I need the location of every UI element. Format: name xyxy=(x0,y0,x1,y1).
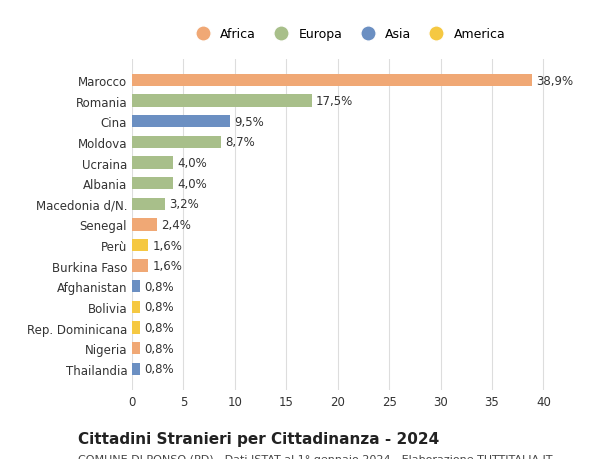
Text: 3,2%: 3,2% xyxy=(169,198,199,211)
Bar xyxy=(132,178,173,190)
Text: 1,6%: 1,6% xyxy=(152,260,182,273)
Bar xyxy=(132,136,221,149)
Bar xyxy=(132,301,140,313)
Text: 17,5%: 17,5% xyxy=(316,95,353,108)
Text: 4,0%: 4,0% xyxy=(177,157,207,170)
Text: Cittadini Stranieri per Cittadinanza - 2024: Cittadini Stranieri per Cittadinanza - 2… xyxy=(78,431,439,447)
Text: 0,8%: 0,8% xyxy=(145,321,174,334)
Bar xyxy=(132,322,140,334)
Bar xyxy=(132,116,230,128)
Bar xyxy=(132,219,157,231)
Text: 9,5%: 9,5% xyxy=(234,116,263,129)
Bar xyxy=(132,95,312,107)
Text: 0,8%: 0,8% xyxy=(145,363,174,375)
Text: 0,8%: 0,8% xyxy=(145,280,174,293)
Bar xyxy=(132,239,148,252)
Text: 0,8%: 0,8% xyxy=(145,342,174,355)
Text: 8,7%: 8,7% xyxy=(226,136,256,149)
Bar xyxy=(132,280,140,293)
Legend: Africa, Europa, Asia, America: Africa, Europa, Asia, America xyxy=(185,23,511,46)
Text: 38,9%: 38,9% xyxy=(536,74,574,87)
Text: COMUNE DI PONSO (PD) - Dati ISTAT al 1° gennaio 2024 - Elaborazione TUTTITALIA.I: COMUNE DI PONSO (PD) - Dati ISTAT al 1° … xyxy=(78,454,553,459)
Text: 4,0%: 4,0% xyxy=(177,177,207,190)
Text: 0,8%: 0,8% xyxy=(145,301,174,313)
Bar xyxy=(132,260,148,272)
Text: 1,6%: 1,6% xyxy=(152,239,182,252)
Bar xyxy=(132,363,140,375)
Text: 2,4%: 2,4% xyxy=(161,218,191,231)
Bar xyxy=(132,157,173,169)
Bar xyxy=(132,198,165,211)
Bar xyxy=(132,75,532,87)
Bar xyxy=(132,342,140,354)
